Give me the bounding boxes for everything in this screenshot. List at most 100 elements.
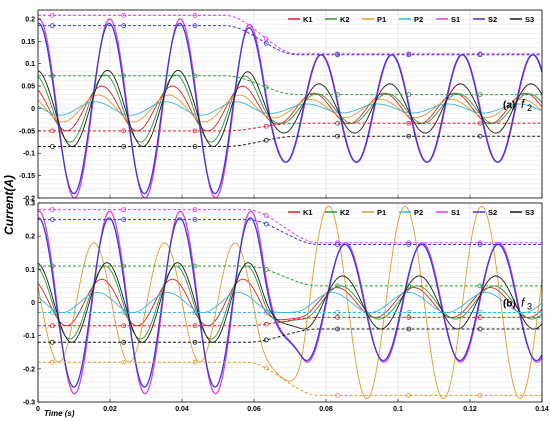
envelope-marker (192, 144, 198, 149)
panel-label: (b) (503, 299, 516, 310)
series-line-k1 (38, 278, 542, 327)
x-tick-label: 0.12 (463, 406, 477, 413)
envelope-marker (335, 52, 340, 58)
legend-label-p1: P1 (377, 208, 386, 217)
y-tick-label: 0.2 (25, 234, 35, 241)
envelope-marker (121, 339, 127, 345)
envelope-marker (477, 310, 483, 315)
envelope-marker (406, 52, 412, 58)
envelope-marker (50, 310, 55, 315)
envelope-marker (263, 213, 269, 218)
envelope-marker (192, 310, 198, 315)
envelope-marker (335, 283, 340, 289)
x-tick-label: 0.02 (103, 406, 117, 413)
x-tick-label: 0 (36, 406, 40, 413)
envelope-marker (263, 221, 269, 227)
legend-label-p2: P2 (414, 208, 423, 217)
legend-label-s1: S1 (451, 15, 460, 24)
series-line-s3 (38, 70, 542, 147)
envelope-marker (192, 128, 198, 134)
axes-frame (37, 9, 543, 199)
envelope-marker (50, 73, 55, 79)
x-axis-label: Time (s) (44, 409, 75, 418)
envelope-marker (192, 73, 198, 79)
envelope-marker (50, 128, 55, 134)
envelope-marker (50, 339, 55, 345)
x-tick-label: 0.14 (535, 406, 549, 413)
envelope-line-s3 (38, 328, 542, 343)
envelope-marker (477, 326, 483, 332)
y-tick-label: 0.1 (25, 61, 35, 68)
envelope-marker (50, 359, 55, 365)
x-tick-label: 0.06 (247, 406, 261, 413)
panel-label-symbol: f (521, 296, 526, 310)
envelope-marker (477, 242, 483, 247)
envelope-marker (263, 137, 269, 143)
envelope-marker (406, 120, 412, 126)
y-tick-label: -0.15 (19, 173, 35, 180)
envelope-marker (263, 337, 269, 343)
envelope-marker (263, 310, 269, 315)
envelope-marker (121, 359, 127, 365)
envelope-marker (192, 23, 198, 29)
series-line-s1 (38, 210, 542, 395)
envelope-line-k1 (38, 316, 542, 327)
envelope-marker (335, 392, 340, 398)
legend-label-s2: S2 (488, 15, 497, 24)
legend-label-p2: P2 (414, 15, 423, 24)
y-tick-label: 0.15 (21, 39, 35, 46)
envelope-marker (121, 144, 127, 149)
envelope-marker (335, 326, 340, 332)
legend-label-s2: S2 (488, 208, 497, 217)
envelope-marker (406, 310, 412, 315)
envelope-marker (263, 84, 269, 90)
envelope-marker (263, 267, 269, 272)
envelope-line-s3 (38, 135, 542, 148)
legend-label-s3: S3 (525, 208, 534, 217)
envelope-marker (477, 392, 483, 398)
series-group (38, 12, 542, 198)
panel-label-subscript: 3 (527, 302, 532, 312)
envelope-marker (406, 326, 412, 332)
x-tick-label: 0.04 (175, 406, 189, 413)
panel-a: -0.2 -0.15 -0.1 -0.05 0 0.05 0.1 0.15 0.2 K1 K2 P1 P… (19, 9, 543, 203)
grid (37, 9, 543, 199)
envelope-line-s2 (38, 219, 542, 245)
envelope-line-s1 (38, 209, 542, 244)
series-line-k2 (38, 74, 542, 143)
series-group (38, 205, 542, 400)
y-tick-label: -0.1 (23, 333, 35, 340)
envelope-marker (121, 263, 127, 269)
envelope-marker (50, 144, 55, 149)
y-tick-label: 0 (31, 106, 35, 113)
series-line-p2 (38, 101, 542, 116)
panel-label-symbol: f (521, 97, 526, 111)
envelope-marker (335, 310, 340, 315)
envelope-line-k2 (38, 75, 542, 96)
y-axis-label: Current(A) (2, 175, 16, 235)
envelope-marker (192, 12, 198, 18)
y-tick-label: -0.05 (19, 128, 35, 135)
envelope-marker (121, 73, 127, 79)
envelope-marker (335, 92, 340, 97)
envelope-line-k1 (38, 122, 542, 132)
legend-label-k1: K1 (303, 15, 313, 24)
envelope-marker (50, 323, 55, 329)
legend: K1 K2 P1 P2 S1 S2 S3 (288, 208, 534, 217)
envelope-marker (121, 323, 127, 329)
y-tick-label: -0.3 (23, 400, 35, 407)
envelope-marker (121, 12, 127, 18)
envelope-marker (263, 123, 269, 129)
series-line-k2 (38, 265, 542, 340)
envelope-marker (335, 240, 340, 246)
envelope-marker (192, 207, 198, 213)
series-line-p1 (38, 94, 542, 123)
x-tick-label: 0.08 (319, 406, 333, 413)
envelope-marker (477, 52, 483, 58)
envelope-marker (121, 23, 127, 29)
envelope-marker (263, 36, 269, 42)
x-tick-label: 0.1 (393, 406, 403, 413)
series-line-s2 (38, 22, 542, 195)
envelope-marker (406, 92, 412, 97)
